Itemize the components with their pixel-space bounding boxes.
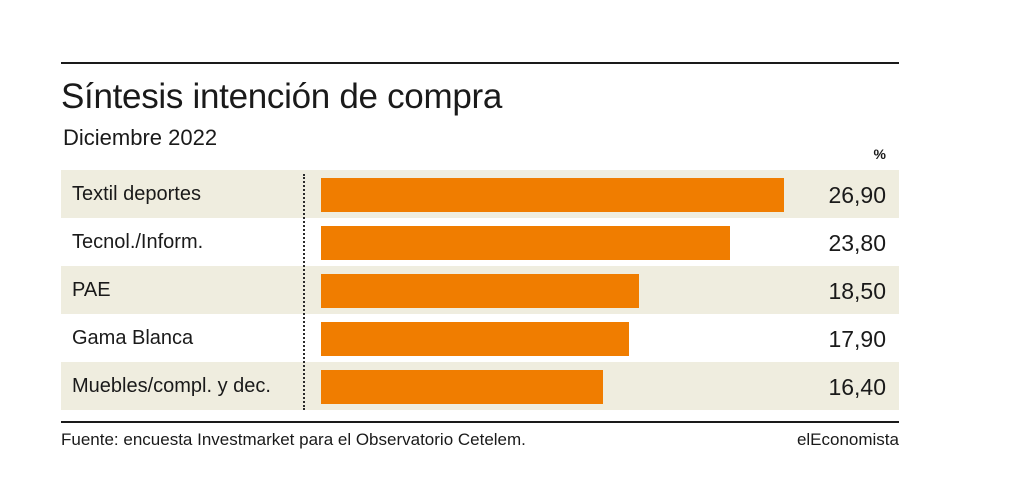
value-label: 23,80 <box>828 230 886 256</box>
brand-logo-text: elEconomista <box>796 430 899 449</box>
category-label: Gama Blanca <box>72 327 194 349</box>
bar <box>321 370 603 404</box>
bar <box>321 274 639 308</box>
value-label: 16,40 <box>828 374 886 400</box>
category-label: Muebles/compl. y dec. <box>72 375 271 397</box>
top-rule <box>61 62 899 64</box>
bottom-rule <box>61 421 899 423</box>
bar <box>321 178 784 212</box>
bar-row: Gama Blanca 17,90 <box>61 314 899 362</box>
bar-chart: Textil deportes 26,90 Tecnol./Inform. 23,80… <box>61 170 899 410</box>
bar-row: Muebles/compl. y dec. 16,40 <box>61 362 899 410</box>
bar-row: Textil deportes 26,90 <box>61 170 899 218</box>
value-label: 18,50 <box>828 278 886 304</box>
bar-row: PAE 18,50 <box>61 266 899 314</box>
source-note: Fuente: encuesta Investmarket para el Ob… <box>61 430 526 449</box>
category-label: Tecnol./Inform. <box>72 231 204 253</box>
dotted-divider <box>303 174 305 410</box>
bar-row: Tecnol./Inform. 23,80 <box>61 218 899 266</box>
value-label: 17,90 <box>828 326 886 352</box>
bar <box>321 322 629 356</box>
category-label: Textil deportes <box>72 183 201 205</box>
unit-label: % <box>873 146 886 162</box>
value-label: 26,90 <box>828 182 886 208</box>
bar <box>321 226 730 260</box>
category-label: PAE <box>72 279 111 301</box>
chart-title: Síntesis intención de compra <box>61 77 503 116</box>
chart-subtitle: Diciembre 2022 <box>63 125 218 150</box>
